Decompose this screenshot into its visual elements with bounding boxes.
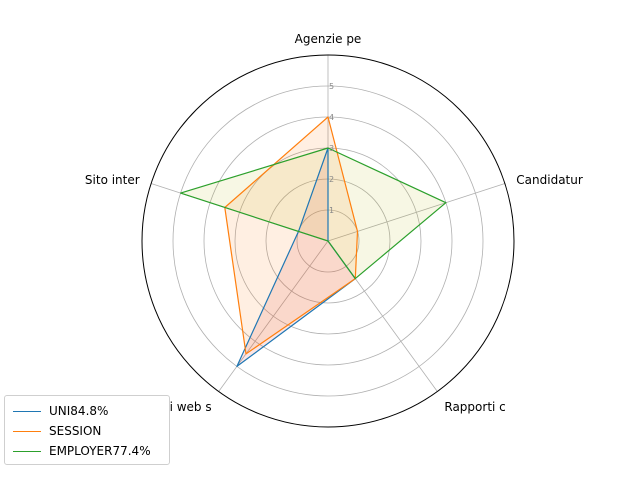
legend: UNI84.8% SESSION EMPLOYER77.4%: [4, 395, 170, 465]
category-label: Rapporti c: [444, 400, 505, 414]
radar-grid-ring: [172, 85, 484, 397]
series-fill-0: [236, 148, 356, 367]
radial-tick-label: 4: [329, 113, 334, 122]
category-label: Candidatur: [516, 173, 583, 187]
series-line-0: [236, 147, 356, 367]
legend-item-uni: UNI84.8%: [13, 402, 108, 420]
category-label: Agenzie pe: [295, 32, 362, 46]
series-line-2: [180, 147, 447, 280]
legend-label-uni: UNI84.8%: [49, 404, 109, 418]
legend-swatch-uni: [13, 410, 41, 412]
series-fill-2: [180, 148, 446, 279]
radial-tick-label: 2: [329, 175, 334, 184]
legend-label-employer: EMPLOYER77.4%: [49, 444, 151, 458]
legend-label-session: SESSION: [49, 424, 102, 438]
category-label: Sito inter: [85, 173, 140, 187]
legend-item-session: SESSION: [13, 422, 101, 440]
series-fill-1: [224, 117, 358, 354]
legend-item-employer: EMPLOYER77.4%: [13, 442, 151, 460]
radar-outer-frame: [141, 54, 515, 428]
legend-swatch-employer: [13, 450, 41, 452]
series-lines: [180, 116, 447, 367]
radial-tick-labels: 1 2 3 4 5: [329, 82, 334, 215]
legend-swatch-session: [13, 430, 41, 432]
series-line-1: [224, 116, 359, 355]
radial-tick-label: 1: [329, 206, 334, 215]
series-fills: [180, 117, 446, 367]
radial-tick-label: 5: [329, 82, 334, 91]
radial-tick-label: 3: [329, 144, 334, 153]
